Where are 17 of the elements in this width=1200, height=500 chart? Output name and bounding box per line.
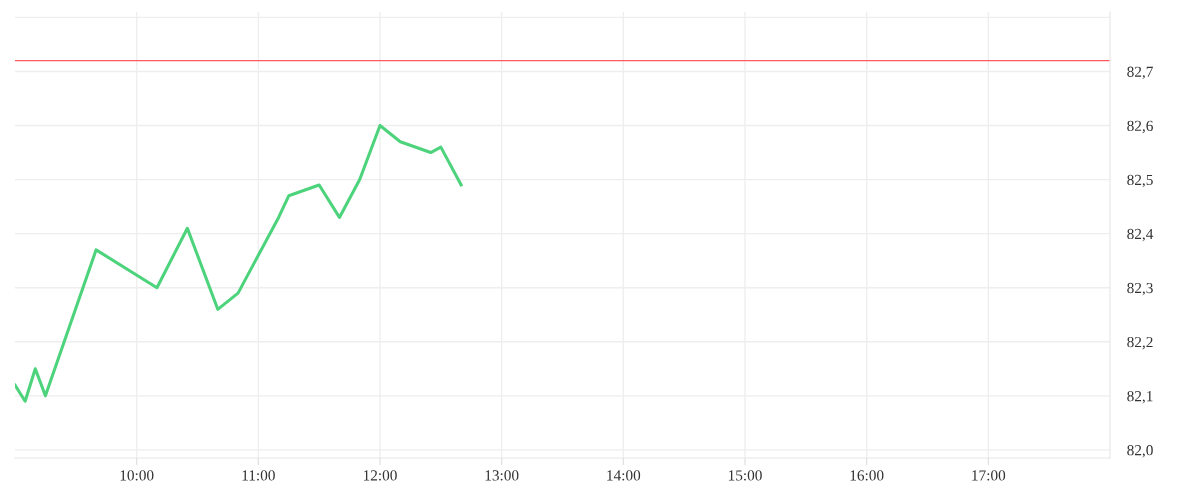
y-tick-label: 82,0 (1127, 445, 1153, 458)
line-series (15, 124, 463, 403)
y-tick-label: 82,5 (1127, 174, 1153, 188)
x-tick-label: 16:00 (850, 470, 884, 481)
y-tick-label: 82,6 (1127, 120, 1153, 134)
x-tick-label: 11:00 (242, 470, 275, 481)
x-tick-label: 10:00 (120, 470, 154, 481)
y-tick-label: 82,2 (1127, 336, 1153, 350)
x-tick-label: 15:00 (728, 470, 762, 481)
x-tick-label: 12:00 (363, 470, 397, 481)
y-tick-label: 82,7 (1127, 66, 1153, 80)
y-tick-label: 82,3 (1127, 282, 1153, 296)
y-tick-label: 82,4 (1127, 228, 1154, 242)
x-tick-label: 17:00 (972, 470, 1006, 481)
x-tick-label: 14:00 (607, 470, 641, 481)
x-tick-label: 13:00 (485, 470, 519, 481)
y-tick-label: 82,1 (1127, 390, 1153, 404)
